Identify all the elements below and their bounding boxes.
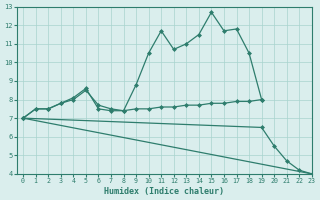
X-axis label: Humidex (Indice chaleur): Humidex (Indice chaleur): [104, 187, 224, 196]
